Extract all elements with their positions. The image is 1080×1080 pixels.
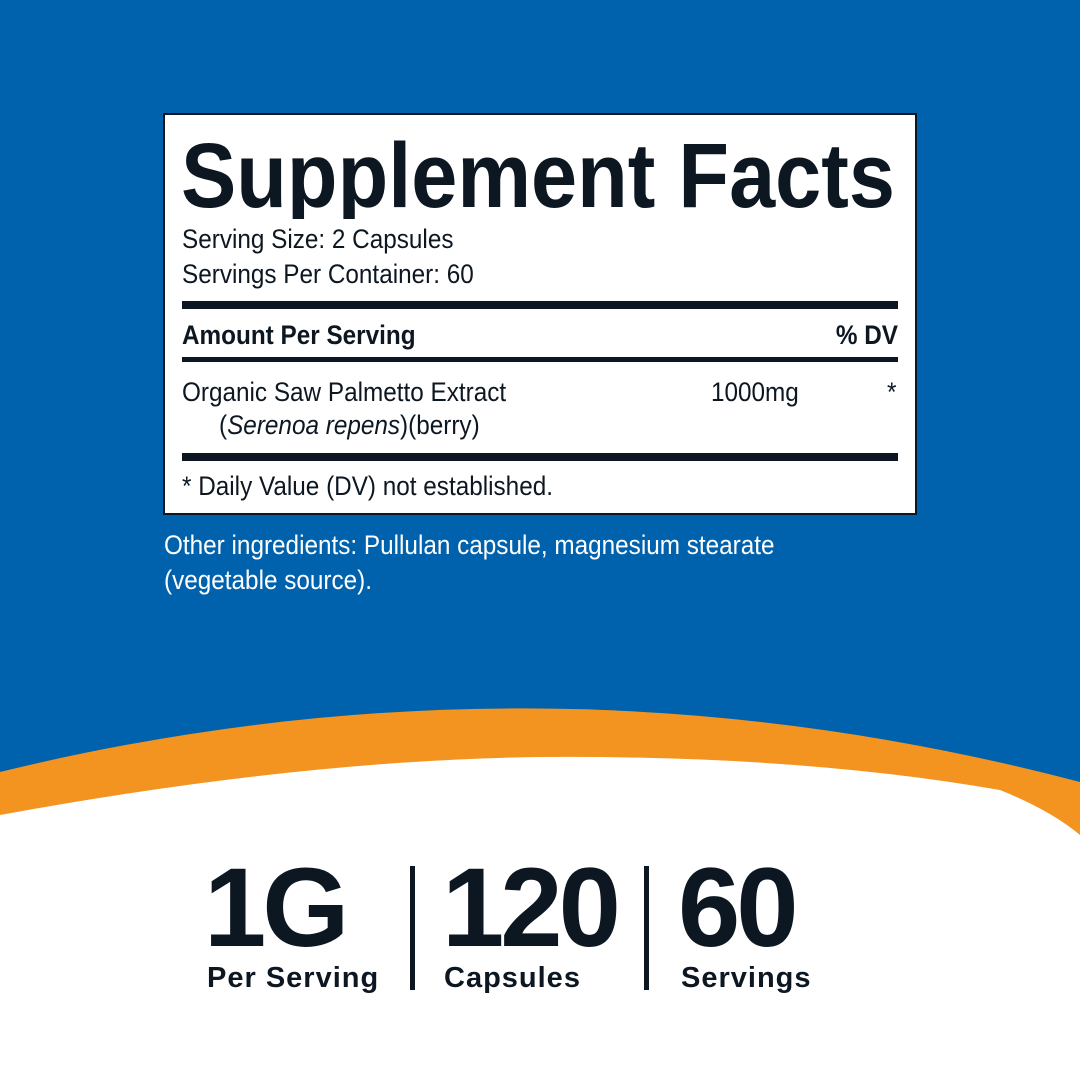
stat-value-capsules: 120 bbox=[442, 845, 621, 970]
stat-value-servings: 60 bbox=[678, 845, 799, 970]
ingredient-amount: 1000mg bbox=[711, 377, 799, 407]
stat-label-servings: Servings bbox=[681, 962, 812, 994]
paren: ( bbox=[219, 410, 228, 440]
other-ingredients-line2: (vegetable source). bbox=[164, 565, 373, 595]
servings-per-container: Servings Per Container: 60 bbox=[182, 259, 474, 289]
stat-divider bbox=[410, 866, 415, 990]
footnote: * Daily Value (DV) not established. bbox=[182, 471, 553, 501]
supplement-facts-panel: Supplement Facts Serving Size: 2 Capsule… bbox=[163, 113, 917, 515]
dv-header: % DV bbox=[835, 320, 898, 350]
ingredient-source: (Serenoa repens)(berry) bbox=[219, 410, 480, 441]
stat-value-per-serving: 1G bbox=[204, 845, 349, 970]
stat-label-per-serving: Per Serving bbox=[207, 962, 380, 994]
ingredient-detail: )(berry) bbox=[400, 410, 480, 440]
serving-size: Serving Size: 2 Capsules bbox=[182, 224, 454, 254]
medium-rule bbox=[182, 357, 898, 362]
latin-name: Serenoa repens bbox=[227, 410, 401, 440]
stat-label-capsules: Capsules bbox=[444, 962, 581, 994]
facts-title-wrap: Supplement Facts bbox=[181, 129, 895, 219]
ingredient-name: Organic Saw Palmetto Extract bbox=[182, 377, 507, 407]
white-wave bbox=[0, 756, 1080, 1080]
stat-divider bbox=[644, 866, 649, 990]
amount-header: Amount Per Serving bbox=[182, 320, 416, 350]
facts-title: Supplement Facts bbox=[181, 129, 895, 219]
thick-rule bbox=[182, 301, 898, 309]
thick-rule-bottom bbox=[182, 453, 898, 461]
ingredient-dv: * bbox=[887, 377, 897, 407]
other-ingredients-line1: Other ingredients: Pullulan capsule, mag… bbox=[164, 530, 775, 560]
